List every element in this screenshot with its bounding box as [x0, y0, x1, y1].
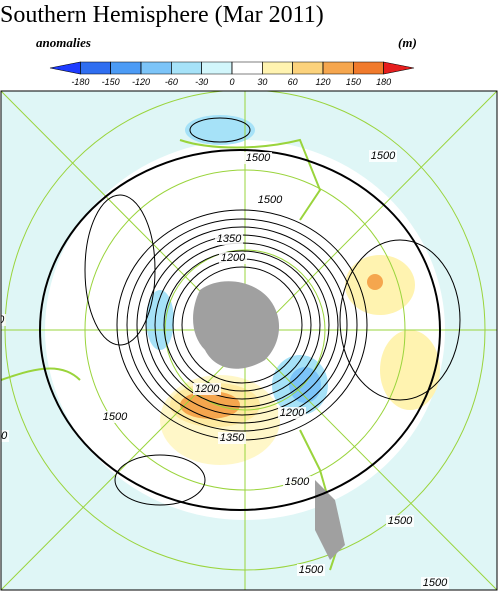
colorbar-tick-label: -60	[165, 77, 178, 87]
contour-label-bg	[244, 152, 272, 164]
contour-label: 1500	[0, 314, 5, 326]
colorbar-segment	[292, 61, 324, 75]
contour-label-bg	[256, 194, 284, 206]
contour-label: 1500	[103, 411, 128, 423]
colorbar-tick-label: 60	[288, 77, 298, 87]
map: 1500 1500 1500 1350 1200 1500 1500 1200 1200 1350…	[0, 91, 497, 590]
colorbar-segment	[322, 61, 354, 75]
unit-label: (m)	[398, 35, 417, 50]
contour-label: 1500	[285, 476, 310, 488]
contour-label: 1500	[0, 430, 8, 442]
contour-label-bg	[283, 476, 311, 488]
contour-label: 1500	[388, 515, 413, 527]
colorbar-segment	[140, 61, 172, 75]
contour-label-bg	[219, 252, 247, 264]
contour-label-bg	[297, 564, 325, 576]
contour-label: 1200	[280, 407, 305, 419]
colorbar-segment	[262, 61, 293, 75]
colorbar-tick-label: 180	[376, 77, 391, 87]
contour-label-bg	[386, 515, 414, 527]
contour-label: 1500	[299, 564, 324, 576]
contour-label: 1500	[258, 194, 283, 206]
colorbar-segment	[201, 61, 233, 75]
contour-label-bg	[218, 432, 246, 444]
contour-label-bg	[101, 411, 129, 423]
colorbar-segment	[49, 61, 81, 75]
contour-label: 1350	[220, 432, 245, 444]
contour-label-bg	[421, 577, 449, 589]
anomaly-label: anomalies	[36, 35, 91, 50]
colorbar-segment	[80, 61, 111, 75]
contour-label-bg	[1, 314, 6, 326]
colorbar-tick-label: -150	[102, 77, 120, 87]
title: Southern Hemisphere (Mar 2011)	[0, 2, 324, 28]
colorbar-tick-label: 120	[315, 77, 330, 87]
contour-label-bg	[369, 150, 397, 162]
contour-label: 1200	[195, 383, 220, 395]
contour-label: 1200	[221, 252, 246, 264]
colorbar-tick-label: 30	[257, 77, 267, 87]
colorbar-segment	[231, 61, 263, 75]
colorbar-tick-label: 0	[229, 77, 234, 87]
colorbar-segment	[171, 61, 202, 75]
colorbar-tick-label: 150	[346, 77, 361, 87]
contour-label: 1500	[423, 577, 448, 589]
colorbar-tick-label: -120	[132, 77, 150, 87]
contour-label: 1500	[246, 152, 271, 164]
contour-label: 1500	[371, 150, 396, 162]
map-frame	[0, 90, 498, 591]
colorbar-segment	[110, 61, 142, 75]
colorbar-tick-label: -180	[71, 77, 89, 87]
colorbar-segment	[383, 61, 415, 75]
colorbar: -180 -150 -120 -60 -30 0 30 60 120 150 180	[49, 61, 415, 87]
contour-label-bg	[215, 233, 243, 245]
contour-label-bg	[1, 430, 9, 442]
contour-label: 1350	[217, 233, 242, 245]
contour-label-bg	[193, 383, 221, 395]
colorbar-tick-label: -30	[195, 77, 208, 87]
colorbar-segment	[353, 61, 384, 75]
contour-label-bg	[278, 407, 306, 419]
